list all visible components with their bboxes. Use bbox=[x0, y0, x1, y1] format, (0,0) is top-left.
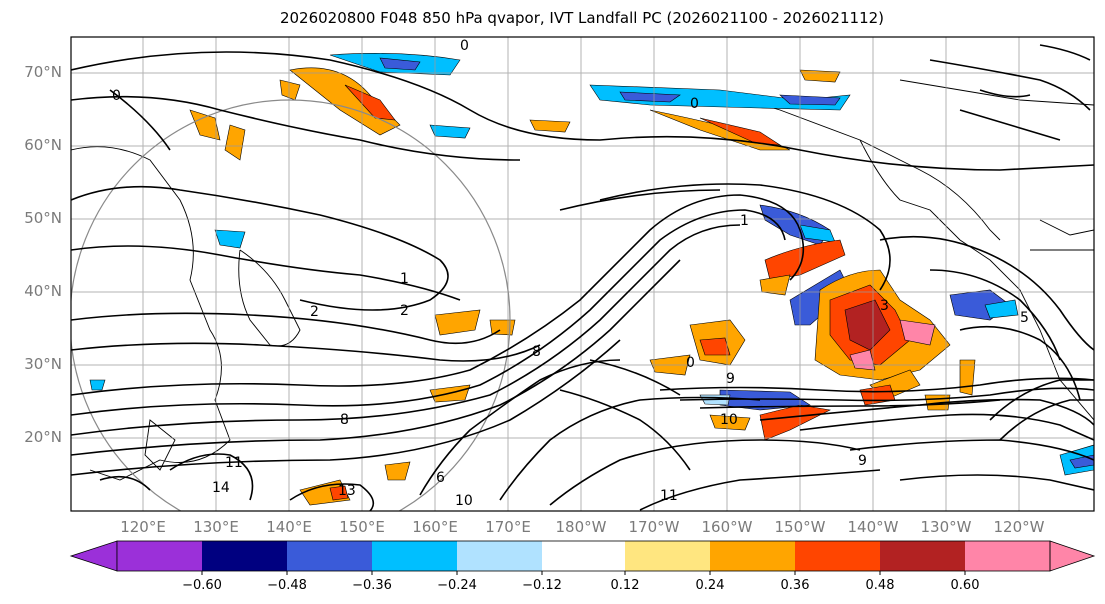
colorbar-high-arrow bbox=[1049, 540, 1096, 572]
map-frame bbox=[70, 36, 1095, 512]
contour-label: 10 bbox=[455, 493, 473, 509]
lon-label: 160°E bbox=[412, 518, 458, 536]
contour-label: 0 bbox=[460, 38, 469, 54]
contour-lines bbox=[71, 44, 1094, 511]
contour-label: 8 bbox=[340, 412, 349, 428]
lon-label: 130°E bbox=[193, 518, 239, 536]
colorbar-tick-label: 0.60 bbox=[950, 578, 980, 593]
lon-label: 170°W bbox=[628, 518, 680, 536]
contour-label: 8 bbox=[532, 344, 541, 360]
contour-label: 9 bbox=[858, 453, 867, 469]
colorbar-bin bbox=[202, 541, 287, 571]
colorbar-tick-label: 0.12 bbox=[610, 578, 640, 593]
lon-label: 170°E bbox=[485, 518, 531, 536]
colorbar-bin bbox=[710, 541, 795, 571]
lon-label: 150°E bbox=[339, 518, 385, 536]
colorbar-tick-label: 0.36 bbox=[780, 578, 810, 593]
lon-label: 180°W bbox=[555, 518, 607, 536]
lon-label: 140°W bbox=[847, 518, 899, 536]
lon-label: 140°E bbox=[266, 518, 312, 536]
lon-label: 150°W bbox=[774, 518, 826, 536]
contour-label: 14 bbox=[212, 480, 230, 496]
lat-label: 50°N bbox=[24, 209, 62, 227]
contour-label: 5 bbox=[1020, 310, 1029, 326]
contour-label: 2 bbox=[400, 303, 409, 319]
contour-label: 0 bbox=[112, 88, 121, 104]
contour-label: 11 bbox=[660, 488, 678, 504]
colorbar-tick-label: −0.36 bbox=[352, 578, 392, 593]
colorbar-bin bbox=[287, 541, 372, 571]
colorbar-bin bbox=[117, 541, 202, 571]
lon-label: 160°W bbox=[701, 518, 753, 536]
colorbar-bin bbox=[880, 541, 965, 571]
contour-label: 0 bbox=[686, 355, 695, 371]
map-title: 2026020800 F048 850 hPa qvapor, IVT Land… bbox=[279, 9, 885, 27]
colorbar bbox=[69, 540, 1096, 575]
colorbar-bin bbox=[542, 541, 625, 571]
shaded-anomalies bbox=[89, 53, 1094, 506]
contour-label: 9 bbox=[726, 371, 735, 387]
lon-label: 130°W bbox=[920, 518, 972, 536]
lat-label: 40°N bbox=[24, 282, 62, 300]
colorbar-tick-label: 0.48 bbox=[865, 578, 895, 593]
colorbar-frame bbox=[116, 540, 1051, 572]
colorbar-tick-label: 0.24 bbox=[695, 578, 725, 593]
colorbar-bin bbox=[795, 541, 880, 571]
range-ring bbox=[71, 99, 511, 511]
lon-label: 120°W bbox=[993, 518, 1045, 536]
colorbar-bin bbox=[965, 541, 1050, 571]
contour-label: 0 bbox=[690, 96, 699, 112]
colorbar-tick-label: −0.24 bbox=[437, 578, 477, 593]
colorbar-bin bbox=[372, 541, 457, 571]
contour-label: 1 bbox=[400, 271, 409, 287]
contour-label: 3 bbox=[880, 298, 889, 314]
colorbar-tick-label: −0.60 bbox=[182, 578, 222, 593]
contour-label: 10 bbox=[720, 412, 738, 428]
colorbar-bin bbox=[625, 541, 710, 571]
coastline bbox=[71, 79, 1094, 481]
gridlines bbox=[71, 37, 1094, 511]
lat-label: 60°N bbox=[24, 136, 62, 154]
colorbar-bin bbox=[457, 541, 542, 571]
lon-label: 120°E bbox=[120, 518, 166, 536]
lat-label: 20°N bbox=[24, 428, 62, 446]
colorbar-tick-label: −0.12 bbox=[522, 578, 562, 593]
contour-label-group: 0 0 0 0 1 1 2 2 3 5 6 8 8 9 9 10 10 11 1… bbox=[112, 38, 1029, 509]
colorbar-tick-label: −0.48 bbox=[267, 578, 307, 593]
contour-label: 13 bbox=[338, 483, 356, 499]
contour-label: 1 bbox=[740, 213, 749, 229]
lat-label: 30°N bbox=[24, 355, 62, 373]
lat-label: 70°N bbox=[24, 63, 62, 81]
contour-label: 6 bbox=[436, 470, 445, 486]
contour-label: 2 bbox=[310, 304, 319, 320]
contour-label: 11 bbox=[225, 455, 243, 471]
colorbar-low-arrow bbox=[69, 540, 118, 572]
